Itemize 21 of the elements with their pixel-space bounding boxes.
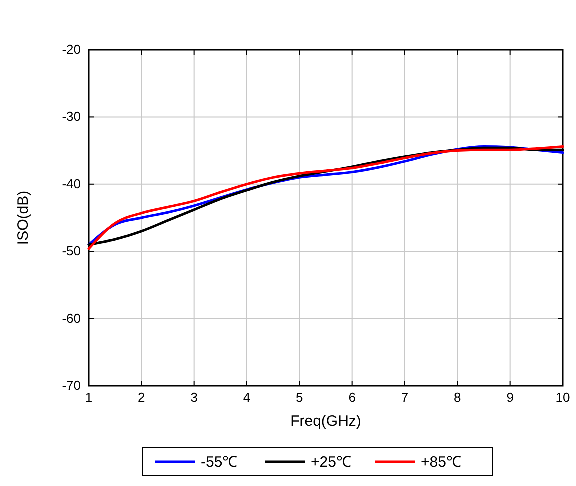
y-tick-label: -40	[62, 176, 81, 192]
legend-label: +25℃	[311, 454, 352, 471]
x-tick-label: 6	[348, 390, 356, 405]
x-tick-label: 4	[243, 390, 251, 405]
x-tick-label: 8	[454, 390, 462, 405]
x-tick-label: 1	[85, 390, 93, 405]
y-tick-label: -30	[62, 109, 81, 124]
x-tick-label: 9	[506, 390, 514, 405]
x-tick-label: 3	[190, 390, 198, 405]
y-tick-label: -60	[62, 310, 81, 326]
y-tick-label: -20	[62, 42, 81, 57]
legend-label: +85℃	[421, 454, 462, 471]
y-tick-label: -70	[62, 378, 81, 393]
y-axis-title: ISO(dB)	[15, 190, 32, 246]
x-tick-label: 5	[296, 390, 304, 405]
x-axis-title: Freq(GHz)	[290, 413, 362, 430]
y-tick-label: -50	[62, 244, 81, 259]
x-tick-label: 10	[556, 390, 570, 405]
legend-label: -55℃	[201, 454, 238, 471]
x-tick-label: 2	[138, 390, 146, 405]
x-tick-label: 7	[401, 390, 409, 405]
